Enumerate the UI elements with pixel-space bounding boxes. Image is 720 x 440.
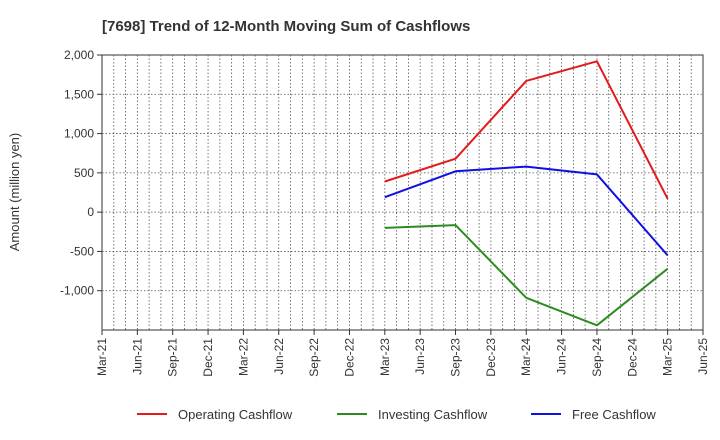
legend-label: Investing Cashflow bbox=[378, 407, 488, 422]
y-tick-label: -500 bbox=[70, 244, 94, 258]
x-tick-label: Mar-25 bbox=[661, 338, 675, 376]
x-tick-label: Jun-24 bbox=[555, 338, 569, 375]
y-tick-label: 0 bbox=[87, 205, 94, 219]
y-tick-label: 2,000 bbox=[64, 48, 94, 62]
x-tick-label: Sep-21 bbox=[166, 338, 180, 377]
x-tick-label: Mar-21 bbox=[95, 338, 109, 376]
x-tick-label: Dec-22 bbox=[342, 338, 356, 377]
plot-area bbox=[101, 54, 704, 331]
y-tick-label: 1,500 bbox=[64, 87, 94, 101]
x-tick-label: Jun-22 bbox=[272, 338, 286, 375]
series-line bbox=[384, 60, 669, 200]
x-tick-label: Dec-23 bbox=[484, 338, 498, 377]
x-tick-label: Dec-24 bbox=[625, 338, 639, 377]
legend: Operating Cashflow Investing Cashflow Free… bbox=[137, 407, 656, 422]
y-axis-ticks: 2,000 1,500 1,000 500 0 -500 -1,000 bbox=[60, 48, 102, 298]
x-tick-label: Sep-23 bbox=[449, 338, 463, 377]
y-tick-label: -1,000 bbox=[60, 284, 94, 298]
legend-label: Operating Cashflow bbox=[178, 407, 293, 422]
y-tick-label: 500 bbox=[74, 166, 94, 180]
x-tick-label: Mar-22 bbox=[236, 338, 250, 376]
x-tick-label: Jun-23 bbox=[413, 338, 427, 375]
x-tick-label: Sep-24 bbox=[590, 338, 604, 377]
legend-label: Free Cashflow bbox=[572, 407, 656, 422]
y-axis-label: Amount (million yen) bbox=[7, 133, 22, 252]
x-tick-label: Dec-21 bbox=[201, 338, 215, 377]
vertical-gridlines bbox=[113, 55, 692, 330]
x-tick-label: Mar-23 bbox=[378, 338, 392, 376]
series-line bbox=[384, 224, 669, 327]
y-tick-label: 1,000 bbox=[64, 127, 94, 141]
x-tick-label: Jun-25 bbox=[696, 338, 710, 375]
x-tick-label: Jun-21 bbox=[130, 338, 144, 375]
x-tick-label: Mar-24 bbox=[519, 338, 533, 376]
chart-title: [7698] Trend of 12-Month Moving Sum of C… bbox=[102, 18, 470, 35]
horizontal-gridlines bbox=[102, 93, 703, 292]
series-line bbox=[384, 165, 669, 257]
x-axis-ticks: Mar-21 Jun-21 Sep-21 Dec-21 Mar-22 Jun-22 Sep-… bbox=[95, 330, 710, 377]
x-tick-label: Sep-22 bbox=[307, 338, 321, 377]
series-lines bbox=[384, 60, 669, 327]
